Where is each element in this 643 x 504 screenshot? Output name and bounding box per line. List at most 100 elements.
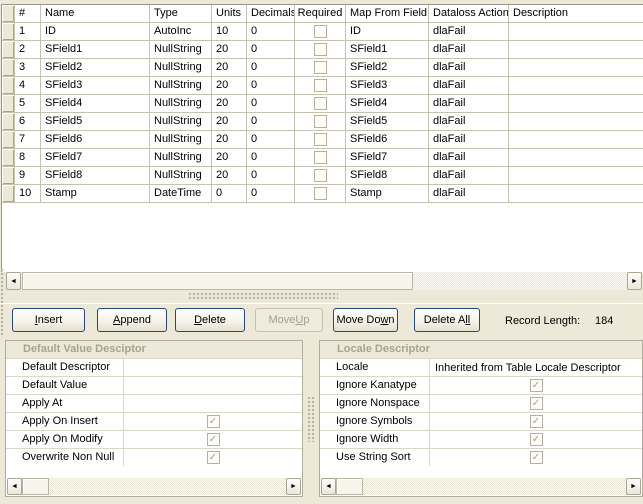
list-item[interactable]: Apply At xyxy=(6,394,302,412)
cell-description[interactable] xyxy=(509,23,643,41)
cell-map-from-field[interactable]: SField6 xyxy=(346,131,429,149)
row-indicator[interactable] xyxy=(2,149,15,167)
list-item[interactable]: Use String Sort ✓ xyxy=(320,448,642,466)
cell-name[interactable]: SField7 xyxy=(41,149,150,167)
apply-on-modify-checkbox[interactable]: ✓ xyxy=(206,433,220,446)
cell-required[interactable] xyxy=(295,95,346,113)
column-header-name[interactable]: Name xyxy=(41,5,150,23)
apply-at-value[interactable] xyxy=(124,395,302,412)
cell-description[interactable] xyxy=(509,167,643,185)
left-splitter-grip[interactable] xyxy=(0,268,5,337)
cell-type[interactable]: NullString xyxy=(150,167,212,185)
list-item[interactable]: Ignore Kanatype ✓ xyxy=(320,376,642,394)
vertical-splitter-grip[interactable] xyxy=(307,396,315,442)
cell-dataloss-action[interactable]: dlaFail xyxy=(429,23,509,41)
cell-units[interactable]: 20 xyxy=(212,41,247,59)
cell-units[interactable]: 20 xyxy=(212,59,247,77)
cell-units[interactable]: 0 xyxy=(212,185,247,203)
row-indicator[interactable] xyxy=(2,131,15,149)
default-descriptor-value[interactable] xyxy=(124,359,302,376)
row-indicator[interactable] xyxy=(2,59,15,77)
column-header-dataloss-action[interactable]: Dataloss Action xyxy=(429,5,509,23)
ignore-kanatype-checkbox[interactable]: ✓ xyxy=(529,379,543,392)
list-item[interactable]: Ignore Width ✓ xyxy=(320,430,642,448)
cell-dataloss-action[interactable]: dlaFail xyxy=(429,131,509,149)
list-item[interactable]: Ignore Nonspace ✓ xyxy=(320,394,642,412)
table-row[interactable]: 4 SField3 NullString 20 0 SField3 dlaFai… xyxy=(2,77,643,95)
cell-required[interactable] xyxy=(295,41,346,59)
list-item[interactable]: Default Value xyxy=(6,376,302,394)
column-header-type[interactable]: Type xyxy=(150,5,212,23)
required-checkbox[interactable] xyxy=(313,79,327,92)
cell-name[interactable]: SField6 xyxy=(41,131,150,149)
cell-decimals[interactable]: 0 xyxy=(247,77,295,95)
default-value-panel-scrollbar[interactable]: ◄ ► xyxy=(7,478,301,495)
cell-description[interactable] xyxy=(509,131,643,149)
column-header-description[interactable]: Description xyxy=(509,5,643,23)
cell-name[interactable]: SField1 xyxy=(41,41,150,59)
cell-name[interactable]: SField3 xyxy=(41,77,150,95)
row-indicator[interactable] xyxy=(2,23,15,41)
column-header-required[interactable]: Required xyxy=(295,5,346,23)
column-header-units[interactable]: Units xyxy=(212,5,247,23)
cell-decimals[interactable]: 0 xyxy=(247,59,295,77)
required-checkbox[interactable] xyxy=(313,97,327,110)
cell-units[interactable]: 20 xyxy=(212,149,247,167)
cell-dataloss-action[interactable]: dlaFail xyxy=(429,95,509,113)
cell-dataloss-action[interactable]: dlaFail xyxy=(429,167,509,185)
row-indicator[interactable] xyxy=(2,41,15,59)
scrollbar-thumb[interactable] xyxy=(336,478,363,495)
cell-required[interactable] xyxy=(295,185,346,203)
table-row[interactable]: 6 SField5 NullString 20 0 SField5 dlaFai… xyxy=(2,113,643,131)
cell-name[interactable]: SField5 xyxy=(41,113,150,131)
grid-horizontal-scrollbar[interactable]: ◄ ► xyxy=(6,272,642,290)
cell-dataloss-action[interactable]: dlaFail xyxy=(429,185,509,203)
scroll-right-icon[interactable]: ► xyxy=(627,272,642,290)
required-checkbox[interactable] xyxy=(313,151,327,164)
cell-required[interactable] xyxy=(295,167,346,185)
table-row[interactable]: 5 SField4 NullString 20 0 SField4 dlaFai… xyxy=(2,95,643,113)
required-checkbox[interactable] xyxy=(313,43,327,56)
cell-type[interactable]: NullString xyxy=(150,113,212,131)
cell-decimals[interactable]: 0 xyxy=(247,41,295,59)
cell-dataloss-action[interactable]: dlaFail xyxy=(429,59,509,77)
scroll-left-icon[interactable]: ◄ xyxy=(7,478,22,495)
cell-name[interactable]: SField4 xyxy=(41,95,150,113)
cell-map-from-field[interactable]: SField5 xyxy=(346,113,429,131)
required-checkbox[interactable] xyxy=(313,115,327,128)
cell-description[interactable] xyxy=(509,41,643,59)
table-row[interactable]: 8 SField7 NullString 20 0 SField7 dlaFai… xyxy=(2,149,643,167)
cell-name[interactable]: SField8 xyxy=(41,167,150,185)
ignore-symbols-checkbox[interactable]: ✓ xyxy=(529,415,543,428)
cell-decimals[interactable]: 0 xyxy=(247,167,295,185)
cell-description[interactable] xyxy=(509,59,643,77)
locale-panel-scrollbar[interactable]: ◄ ► xyxy=(321,478,641,495)
list-item[interactable]: Ignore Symbols ✓ xyxy=(320,412,642,430)
cell-decimals[interactable]: 0 xyxy=(247,185,295,203)
default-value-field[interactable] xyxy=(124,377,302,394)
cell-name[interactable]: Stamp xyxy=(41,185,150,203)
cell-required[interactable] xyxy=(295,113,346,131)
cell-type[interactable]: NullString xyxy=(150,41,212,59)
row-indicator[interactable] xyxy=(2,185,15,203)
list-item[interactable]: Apply On Insert ✓ xyxy=(6,412,302,430)
column-header-number[interactable]: # xyxy=(15,5,41,23)
table-row[interactable]: 3 SField2 NullString 20 0 SField2 dlaFai… xyxy=(2,59,643,77)
scroll-right-icon[interactable]: ► xyxy=(286,478,301,495)
cell-map-from-field[interactable]: ID xyxy=(346,23,429,41)
cell-map-from-field[interactable]: SField4 xyxy=(346,95,429,113)
cell-map-from-field[interactable]: SField7 xyxy=(346,149,429,167)
cell-type[interactable]: NullString xyxy=(150,59,212,77)
cell-units[interactable]: 20 xyxy=(212,95,247,113)
cell-type[interactable]: AutoInc xyxy=(150,23,212,41)
apply-on-insert-checkbox[interactable]: ✓ xyxy=(206,415,220,428)
scroll-left-icon[interactable]: ◄ xyxy=(6,272,21,290)
cell-name[interactable]: ID xyxy=(41,23,150,41)
cell-map-from-field[interactable]: Stamp xyxy=(346,185,429,203)
cell-type[interactable]: DateTime xyxy=(150,185,212,203)
row-indicator[interactable] xyxy=(2,113,15,131)
